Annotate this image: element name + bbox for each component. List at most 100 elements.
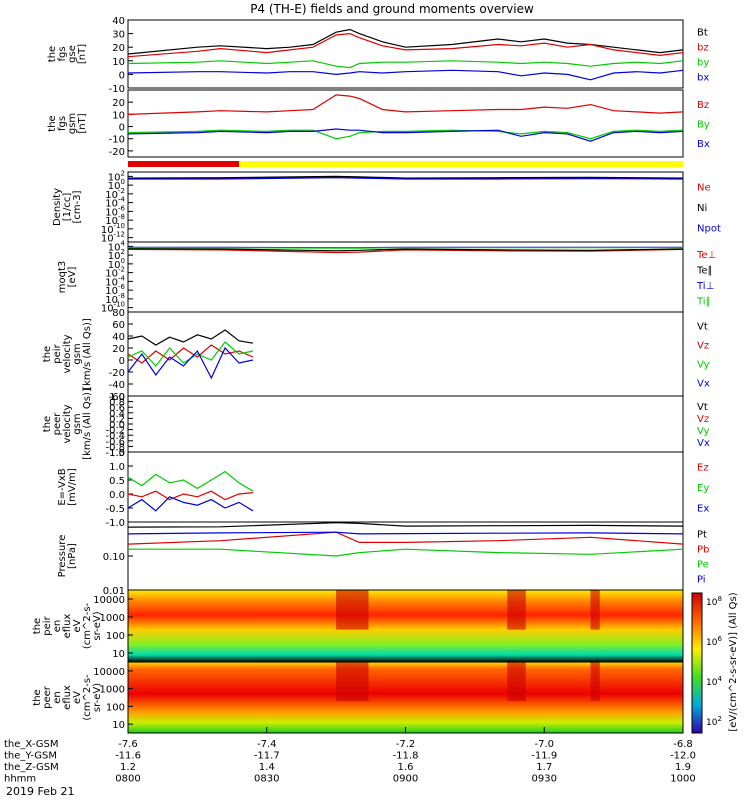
series-line-Pt (127, 522, 684, 528)
ylabel-line: E=-VxB (57, 468, 68, 505)
ytick-label: -0.6 (105, 437, 125, 448)
ylabel-line: (cm^2-s- (82, 602, 93, 649)
xaxis-value: -11.7 (254, 751, 280, 762)
ylabel-line: velocity (62, 334, 73, 373)
xaxis-value: 0900 (393, 774, 418, 785)
ylabel-line: the (47, 46, 58, 62)
ytick-label: -1.0 (105, 518, 125, 529)
series-line-Vt (127, 329, 254, 346)
series-line-By (127, 129, 684, 140)
legend-entry: Vt (697, 322, 708, 333)
panel-frame (127, 395, 684, 453)
ytick-label: 0.5 (109, 476, 125, 487)
xaxis-value: -11.6 (115, 751, 141, 762)
ytick-label: -10 (109, 84, 125, 95)
legend-entry: Pb (697, 545, 709, 556)
legend-entry: Ey (697, 483, 709, 494)
legend-entry: Npot (697, 224, 721, 235)
ytick-label: 0.01 (103, 586, 125, 597)
ylabel-line: Density (52, 188, 63, 226)
ylabel-line: en (52, 620, 63, 633)
series-line-Ex (127, 496, 254, 512)
xaxis-row-label: the_Z-GSM (4, 762, 59, 773)
colorbar-tick: 102 (706, 715, 722, 728)
xaxis-value: 0800 (115, 774, 140, 785)
series-line-by (127, 60, 684, 69)
ylabel-line: [km/s (All Qs)] (82, 388, 93, 460)
series-line-Bz (127, 94, 684, 115)
ytick-label: 0.2 (109, 414, 125, 425)
ylabel-line: the (42, 346, 53, 362)
series-line-Ey (127, 470, 254, 492)
ytick-label: 20 (112, 43, 125, 54)
legend-entry: Ez (697, 462, 709, 473)
xaxis-value: 1.4 (259, 762, 275, 773)
colorbar-gradient (691, 592, 703, 734)
ylabel-line: moqt3 (57, 261, 68, 294)
xaxis-value: -7.2 (396, 739, 416, 750)
ylabel-line: [1/cc] (62, 193, 73, 222)
heatmap-streak (507, 590, 526, 630)
xaxis-row-label: hhmm (4, 774, 36, 785)
panel-frame (127, 521, 684, 591)
panel-frame (127, 241, 684, 313)
ytick-label: 40 (112, 332, 125, 343)
panel-frame (127, 89, 684, 158)
ytick-label: 0.10 (103, 552, 125, 563)
ytick-label: 10 (112, 57, 125, 68)
ytick-label: 0 (119, 70, 125, 81)
ytick-label: 40 (112, 16, 125, 27)
ytick-label: 0.0 (109, 420, 125, 431)
legend-entry: Ex (697, 504, 709, 515)
ytick-label: 1.0 (109, 462, 125, 473)
legend-entry: Ne (697, 182, 711, 193)
ylabel-line: peer (42, 685, 53, 709)
heatmap-streak (590, 662, 600, 702)
ytick-label: 0.8 (109, 398, 125, 409)
panel-frame (127, 311, 684, 397)
ylabel-line: sr-eV) (92, 611, 103, 640)
ytick-label: 30 (112, 30, 125, 41)
legend-entry: Bz (697, 100, 709, 111)
ytick-label: -40 (109, 380, 125, 391)
legend-entry: By (697, 120, 710, 131)
xaxis-value: -12.0 (670, 751, 696, 762)
ytick-label: 10000 (93, 667, 125, 678)
legend-entry: Ti⊥ (696, 281, 714, 292)
xaxis-row-label: the_Y-GSM (4, 751, 57, 762)
xaxis-value: -11.8 (393, 751, 419, 762)
ylabel-line: the (47, 115, 58, 131)
ylabel-line: [nT] (77, 44, 88, 64)
date-label: 2019 Feb 21 (6, 785, 74, 798)
colorbar-tick: 108 (706, 595, 722, 608)
ylabel-line: fgs (57, 46, 68, 61)
ytick-label: -10 (109, 135, 125, 146)
ytick-label: 1000 (100, 613, 125, 624)
ytick-label: 0.4 (109, 409, 125, 420)
panel-peir_en_eflux: 10000 1000 100 10 the peir en eflux eV (cm^2-s-sr… (32, 589, 684, 663)
ylabel-line: [mV/m] (67, 468, 78, 506)
xaxis-value: -11.9 (531, 751, 557, 762)
ylabel-line: eV (72, 619, 83, 632)
series-line-Te⊥ (127, 248, 684, 254)
ytick-label: -0.2 (105, 426, 125, 437)
legend-entry: Vx (697, 438, 710, 449)
series-line-bx (127, 69, 684, 81)
legend-entry: Bx (697, 139, 710, 150)
panel-frame (127, 451, 684, 523)
ytick-label: -0.8 (105, 442, 125, 453)
heatmap-streak (507, 662, 526, 702)
series-line-Te∥ (127, 248, 684, 252)
ytick-label: 0.6 (109, 403, 125, 414)
ylabel-line: eflux (62, 614, 73, 639)
legend-entry: Pt (697, 530, 707, 541)
xaxis-value: -7.6 (118, 739, 138, 750)
ylabel-line: [cm-3] (72, 190, 83, 223)
panel-peer_velocity: 1.00.80.60.40.20.0-0.2-0.4-0.6-0.8-1.0 th… (42, 388, 710, 460)
ylabel-line: the (32, 618, 43, 634)
legend-entry: bz (697, 43, 709, 54)
ylabel-line: gsm (67, 113, 78, 134)
xaxis-value: 1000 (670, 774, 695, 785)
legend-entry: Pi (697, 575, 706, 586)
